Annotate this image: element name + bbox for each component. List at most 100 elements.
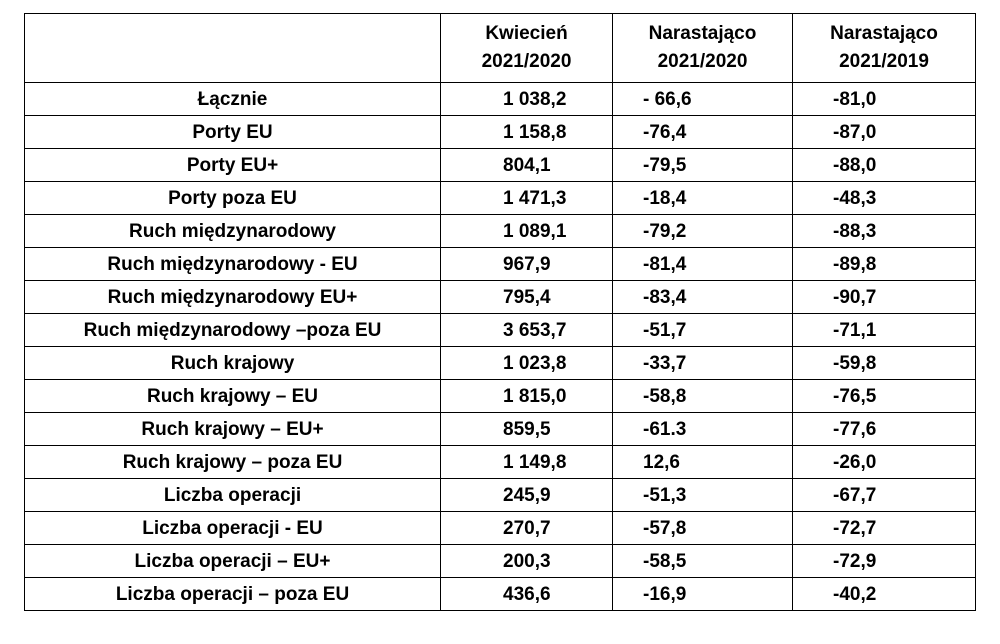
- value-cell-v1: 1 158,8: [440, 115, 613, 149]
- value-cell-v2: -79,5: [612, 148, 793, 182]
- cell-value: -71,1: [833, 319, 877, 341]
- cell-value: -76,5: [833, 385, 877, 407]
- table-row: Ruch międzynarodowy EU+ 795,4 -83,4 -90,7: [24, 280, 976, 314]
- value-cell-v1: 436,6: [440, 577, 613, 611]
- cell-value: - 66,6: [643, 88, 692, 110]
- cell-value: -33,7: [643, 352, 687, 374]
- row-label: Liczba operacji – poza EU: [24, 577, 441, 611]
- header-period: 2021/2020: [481, 51, 572, 72]
- row-label: Ruch międzynarodowy - EU: [24, 247, 441, 281]
- cell-value: -58,8: [643, 385, 687, 407]
- table-row: Ruch krajowy – poza EU 1 149,8 12,6 -26,0: [24, 445, 976, 479]
- header-title: Narastająco: [648, 23, 757, 44]
- value-cell-v3: -67,7: [792, 478, 976, 512]
- row-label: Ruch międzynarodowy –poza EU: [24, 313, 441, 347]
- row-label: Ruch krajowy – EU: [24, 379, 441, 413]
- value-cell-v3: -88,3: [792, 214, 976, 248]
- value-cell-v2: -16,9: [612, 577, 793, 611]
- value-cell-v2: -51,3: [612, 478, 793, 512]
- cell-value: 795,4: [503, 286, 551, 308]
- table-header: Kwiecień 2021/2020 Narastająco 2021/2020…: [24, 13, 976, 83]
- cell-value: 967,9: [503, 253, 551, 275]
- value-cell-v3: -71,1: [792, 313, 976, 347]
- value-cell-v1: 1 149,8: [440, 445, 613, 479]
- value-cell-v2: -58,8: [612, 379, 793, 413]
- value-cell-v3: -76,5: [792, 379, 976, 413]
- value-cell-v2: -18,4: [612, 181, 793, 215]
- table-row: Porty poza EU 1 471,3 -18,4 -48,3: [24, 181, 976, 215]
- value-cell-v3: -72,7: [792, 511, 976, 545]
- value-cell-v1: 245,9: [440, 478, 613, 512]
- value-cell-v2: -57,8: [612, 511, 793, 545]
- cell-value: -67,7: [833, 484, 877, 506]
- cell-value: -26,0: [833, 451, 877, 473]
- table-row: Ruch krajowy – EU+ 859,5 -61.3 -77,6: [24, 412, 976, 446]
- cell-value: -51,3: [643, 484, 687, 506]
- cell-value: 436,6: [503, 583, 551, 605]
- cell-value: -88,3: [833, 220, 877, 242]
- row-label: Liczba operacji – EU+: [24, 544, 441, 578]
- value-cell-v3: -90,7: [792, 280, 976, 314]
- cell-value: -57,8: [643, 517, 687, 539]
- value-cell-v3: -81,0: [792, 82, 976, 116]
- cell-value: -72,9: [833, 550, 877, 572]
- table-row: Porty EU+ 804,1 -79,5 -88,0: [24, 148, 976, 182]
- row-label: Ruch krajowy – EU+: [24, 412, 441, 446]
- value-cell-v3: -59,8: [792, 346, 976, 380]
- row-label: Liczba operacji: [24, 478, 441, 512]
- value-cell-v3: -48,3: [792, 181, 976, 215]
- cell-value: -90,7: [833, 286, 877, 308]
- cell-value: -83,4: [643, 286, 687, 308]
- cell-value: -59,8: [833, 352, 877, 374]
- value-cell-v3: -88,0: [792, 148, 976, 182]
- table-row: Ruch międzynarodowy 1 089,1 -79,2 -88,3: [24, 214, 976, 248]
- cell-value: -79,2: [643, 220, 687, 242]
- cell-value: -72,7: [833, 517, 877, 539]
- value-cell-v3: -26,0: [792, 445, 976, 479]
- row-label: Liczba operacji - EU: [24, 511, 441, 545]
- value-cell-v3: -77,6: [792, 412, 976, 446]
- header-title: Narastająco: [830, 23, 938, 44]
- value-cell-v1: 804,1: [440, 148, 613, 182]
- value-cell-v1: 270,7: [440, 511, 613, 545]
- cell-value: 1 149,8: [503, 451, 567, 473]
- cell-value: 1 158,8: [503, 121, 567, 143]
- row-label: Porty EU: [24, 115, 441, 149]
- row-label: Ruch międzynarodowy: [24, 214, 441, 248]
- header-empty-cell: [24, 13, 441, 83]
- table-row: Łącznie 1 038,2 - 66,6 -81,0: [24, 82, 976, 116]
- row-label: Ruch krajowy – poza EU: [24, 445, 441, 479]
- value-cell-v2: - 66,6: [612, 82, 793, 116]
- table-body: Łącznie 1 038,2 - 66,6 -81,0 Porty EU 1 158,8…: [24, 82, 976, 611]
- cell-value: 1 038,2: [503, 88, 567, 110]
- value-cell-v2: -33,7: [612, 346, 793, 380]
- value-cell-v1: 1 815,0: [440, 379, 613, 413]
- cell-value: 859,5: [503, 418, 551, 440]
- cell-value: 804,1: [503, 154, 551, 176]
- value-cell-v1: 200,3: [440, 544, 613, 578]
- cell-value: 1 815,0: [503, 385, 567, 407]
- value-cell-v1: 967,9: [440, 247, 613, 281]
- header-title: Kwiecień: [485, 23, 568, 44]
- table-row: Liczba operacji - EU 270,7 -57,8 -72,7: [24, 511, 976, 545]
- value-cell-v2: 12,6: [612, 445, 793, 479]
- row-label: Porty EU+: [24, 148, 441, 182]
- cell-value: 1 023,8: [503, 352, 567, 374]
- value-cell-v3: -40,2: [792, 577, 976, 611]
- value-cell-v2: -81,4: [612, 247, 793, 281]
- table-row: Liczba operacji 245,9 -51,3 -67,7: [24, 478, 976, 512]
- value-cell-v1: 3 653,7: [440, 313, 613, 347]
- value-cell-v2: -83,4: [612, 280, 793, 314]
- header-narastajaco-2020: Narastająco 2021/2020: [612, 13, 793, 83]
- table-row: Ruch międzynarodowy –poza EU 3 653,7 -51,7…: [24, 313, 976, 347]
- row-label: Ruch międzynarodowy EU+: [24, 280, 441, 314]
- table-row: Liczba operacji – EU+ 200,3 -58,5 -72,9: [24, 544, 976, 578]
- value-cell-v3: -72,9: [792, 544, 976, 578]
- table-row: Porty EU 1 158,8 -76,4 -87,0: [24, 115, 976, 149]
- row-label: Łącznie: [24, 82, 441, 116]
- value-cell-v2: -76,4: [612, 115, 793, 149]
- value-cell-v1: 1 471,3: [440, 181, 613, 215]
- cell-value: 245,9: [503, 484, 551, 506]
- cell-value: -87,0: [833, 121, 877, 143]
- cell-value: 12,6: [643, 451, 680, 473]
